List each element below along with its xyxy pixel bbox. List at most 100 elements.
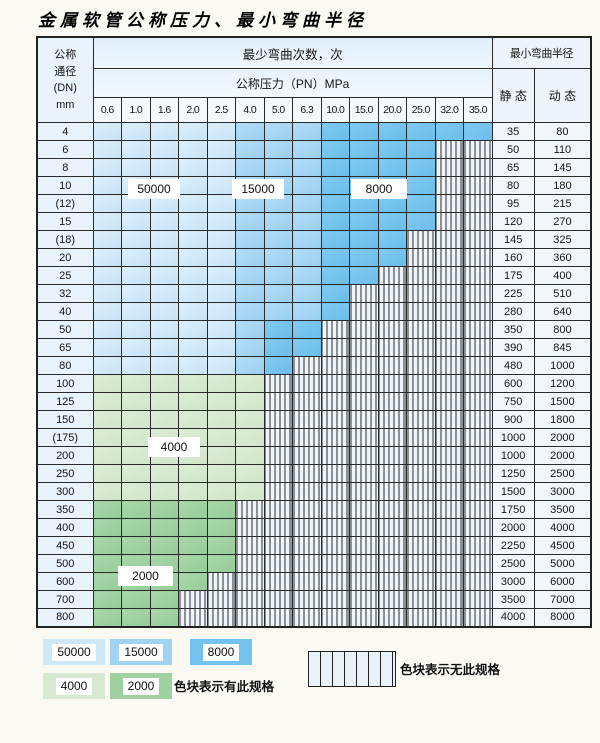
no-spec-cell [463, 320, 493, 339]
corner-line: mm [56, 98, 75, 111]
static-radius-cell: 1000 [491, 446, 535, 465]
table-row: 8 65 145 [36, 158, 592, 177]
spec-cell [121, 500, 151, 519]
spec-cell [263, 122, 293, 141]
spec-cell [92, 266, 122, 285]
spec-cell [121, 590, 151, 609]
spec-cell [292, 212, 322, 231]
no-spec-cell [292, 392, 322, 411]
spec-cell [206, 446, 236, 465]
spec-cell [178, 392, 208, 411]
dynamic-radius-cell: 215 [533, 194, 592, 213]
table-row: 800 4000 8000 [36, 608, 592, 627]
no-spec-cell [463, 392, 493, 411]
static-radius-cell: 2250 [491, 536, 535, 555]
spec-cell [206, 482, 236, 501]
spec-cell [121, 266, 151, 285]
dynamic-radius-cell: 80 [533, 122, 592, 141]
no-spec-cell [377, 284, 407, 303]
no-spec-cell [263, 464, 293, 483]
table-row: 350 1750 3500 [36, 500, 592, 519]
pressure-value-cell: 0.6 [92, 97, 122, 123]
no-spec-cell [434, 284, 464, 303]
legend-swatch-label: 2000 [122, 677, 160, 695]
spec-cell [92, 122, 122, 141]
spec-cell [292, 230, 322, 249]
static-radius-cell: 4000 [491, 608, 535, 627]
dynamic-radius-cell: 845 [533, 338, 592, 357]
spec-cell [292, 284, 322, 303]
dn-cell: 200 [36, 446, 94, 465]
dn-cell: 150 [36, 410, 94, 429]
spec-cell [92, 392, 122, 411]
spec-cell [178, 320, 208, 339]
pressure-value-cell: 2.5 [206, 97, 236, 123]
corner-line: 通径 [54, 65, 77, 78]
no-spec-cell [263, 554, 293, 573]
no-spec-cell [463, 482, 493, 501]
spec-cell [349, 266, 379, 285]
static-radius-cell: 225 [491, 284, 535, 303]
no-spec-cell [377, 302, 407, 321]
table-row: (175) 1000 2000 [36, 428, 592, 447]
pressure-value-cell: 15.0 [349, 97, 379, 123]
pressure-value-cell: 4.0 [235, 97, 265, 123]
no-spec-cell [463, 176, 493, 195]
spec-cell [263, 140, 293, 159]
spec-cell [92, 554, 122, 573]
spec-cell [235, 356, 265, 375]
table-row: 700 3500 7000 [36, 590, 592, 609]
spec-cell [149, 392, 179, 411]
no-spec-cell [349, 356, 379, 375]
cycle-count-label: 50000 [128, 179, 180, 199]
dn-cell: 350 [36, 500, 94, 519]
no-spec-cell [463, 230, 493, 249]
spec-cell [92, 158, 122, 177]
no-spec-cell [434, 518, 464, 537]
legend-swatch-label: 50000 [52, 643, 96, 661]
dynamic-radius-cell: 325 [533, 230, 592, 249]
no-spec-cell [406, 428, 436, 447]
no-spec-cell [320, 320, 350, 339]
no-spec-cell [434, 140, 464, 159]
dynamic-radius-cell: 1800 [533, 410, 592, 429]
spec-cell [292, 248, 322, 267]
dn-cell: 10 [36, 176, 94, 195]
table-row: 15 120 270 [36, 212, 592, 231]
spec-cell [149, 356, 179, 375]
no-spec-cell [406, 410, 436, 429]
spec-cell [235, 230, 265, 249]
no-spec-cell [263, 482, 293, 501]
dn-cell: 65 [36, 338, 94, 357]
no-spec-cell [463, 518, 493, 537]
spec-cell [149, 608, 179, 627]
no-spec-cell [434, 446, 464, 465]
spec-cell [178, 140, 208, 159]
spec-cell [377, 158, 407, 177]
spec-cell [149, 320, 179, 339]
static-radius-cell: 120 [491, 212, 535, 231]
no-spec-cell [349, 320, 379, 339]
dynamic-radius-cell: 510 [533, 284, 592, 303]
no-spec-cell [406, 518, 436, 537]
static-radius-cell: 80 [491, 176, 535, 195]
spec-cell [463, 122, 493, 141]
spec-cell [178, 518, 208, 537]
no-spec-cell [320, 608, 350, 627]
spec-cell [263, 212, 293, 231]
no-spec-cell [349, 572, 379, 591]
no-spec-cell [320, 500, 350, 519]
static-radius-cell: 3000 [491, 572, 535, 591]
spec-cell [263, 338, 293, 357]
no-spec-cell [377, 374, 407, 393]
spec-cell [92, 446, 122, 465]
spec-cell [206, 266, 236, 285]
dynamic-radius-cell: 6000 [533, 572, 592, 591]
static-radius-cell: 750 [491, 392, 535, 411]
spec-cell [292, 302, 322, 321]
pressure-value-cell: 10.0 [320, 97, 350, 123]
cycle-count-label: 4000 [148, 437, 200, 457]
spec-cell [292, 266, 322, 285]
dn-cell: 15 [36, 212, 94, 231]
no-spec-cell [463, 464, 493, 483]
